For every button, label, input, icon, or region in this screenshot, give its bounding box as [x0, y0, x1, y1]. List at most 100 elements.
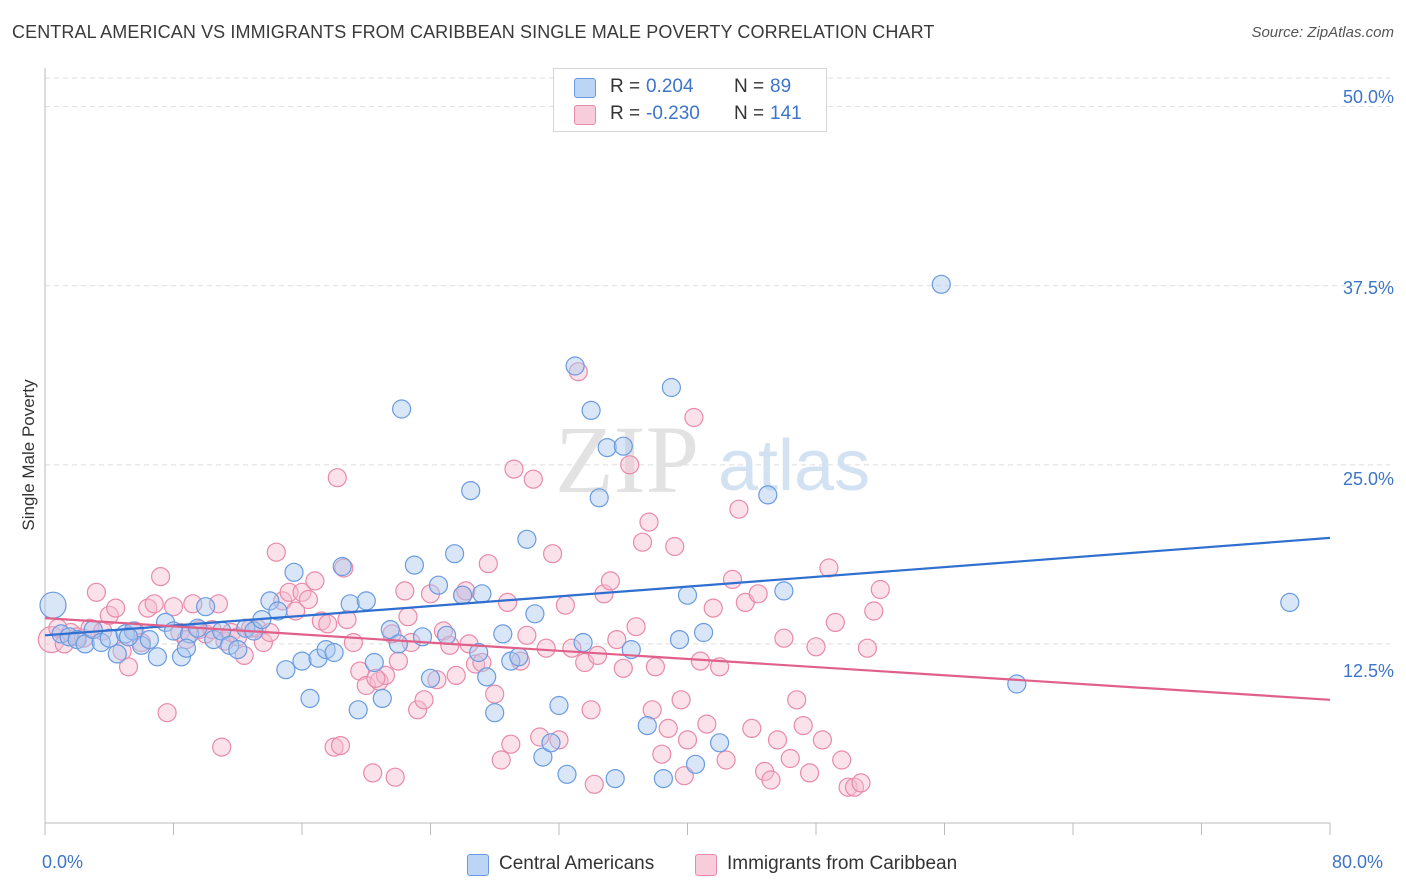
caribbean-point	[86, 582, 107, 602]
central-american-point	[669, 629, 690, 650]
caribbean-point	[587, 645, 608, 666]
central-american-point	[292, 651, 312, 671]
caribbean-point	[266, 542, 286, 562]
caribbean-point	[324, 737, 344, 757]
legend-r-label: R =	[610, 103, 641, 124]
caribbean-point	[337, 609, 357, 630]
caribbean-point	[388, 651, 408, 671]
central-american-point	[1280, 592, 1300, 613]
legend-n-label: N =	[734, 103, 765, 124]
central-american-point	[118, 627, 139, 647]
legend-n-value: 89	[770, 76, 792, 97]
legend-n-label: N =	[734, 76, 765, 97]
central-american-point	[388, 634, 408, 654]
caribbean-point	[674, 766, 694, 786]
caribbean-point	[106, 598, 126, 618]
central-american-point	[428, 575, 449, 595]
caribbean-point	[806, 637, 826, 657]
watermark-zip: ZIP	[555, 406, 699, 513]
legend-swatch-blue	[574, 78, 596, 98]
central-american-point	[147, 647, 167, 667]
caribbean-point	[465, 654, 486, 674]
caribbean-point	[645, 657, 666, 677]
caribbean-point	[607, 629, 627, 650]
central-american-point	[661, 377, 682, 398]
caribbean-point	[761, 770, 781, 790]
central-american-point	[472, 584, 492, 604]
caribbean-point	[677, 730, 698, 750]
central-american-point	[605, 768, 625, 789]
caribbean-point	[446, 665, 466, 686]
caribbean-point	[395, 581, 415, 601]
caribbean-point	[851, 773, 871, 793]
grid-lines	[45, 77, 1390, 645]
caribbean-point	[870, 579, 890, 600]
caribbean-point	[787, 690, 807, 710]
central-american-point	[573, 632, 593, 653]
central-american-point	[380, 619, 400, 640]
central-american-point	[276, 660, 296, 680]
caribbean-point	[118, 657, 139, 677]
caribbean-point	[99, 605, 119, 625]
central-american-point	[557, 764, 577, 784]
caribbean-point	[748, 584, 768, 604]
caribbean-point	[626, 617, 646, 637]
caribbean-point	[408, 700, 428, 720]
caribbean-point	[305, 571, 325, 591]
legend-r-value: -0.230	[646, 103, 700, 124]
central-american-point	[1007, 674, 1027, 694]
central-american-point	[525, 604, 545, 624]
legend-label: Central Americans	[499, 853, 655, 874]
central-american-point	[300, 688, 320, 709]
central-american-point	[477, 667, 497, 687]
legend-swatch-pink	[695, 854, 717, 876]
caribbean-point	[343, 632, 363, 653]
caribbean-point	[742, 718, 762, 739]
caribbean-point	[642, 700, 662, 720]
central-american-point	[541, 733, 561, 753]
legend-label: Immigrants from Caribbean	[727, 853, 958, 874]
caribbean-point	[665, 536, 685, 557]
caribbean-point	[780, 748, 800, 769]
central-american-point	[533, 747, 553, 767]
caribbean-point	[793, 715, 813, 736]
central-american-point	[637, 715, 657, 736]
caribbean-point	[385, 767, 405, 787]
central-american-point	[613, 436, 633, 456]
caribbean-point	[504, 459, 524, 479]
legend-r-label: R =	[610, 76, 641, 97]
central-american-point	[517, 529, 537, 549]
central-american-points	[39, 274, 1300, 789]
x-tick-label-min: 0.0%	[42, 852, 84, 872]
caribbean-point	[542, 544, 563, 564]
central-american-point	[356, 591, 376, 611]
caribbean-point	[716, 750, 736, 770]
caribbean-point	[703, 598, 723, 618]
central-american-point	[372, 688, 392, 709]
central-american-point	[774, 581, 794, 601]
caribbean-point	[363, 763, 383, 783]
central-american-point	[196, 597, 216, 617]
central-american-point	[260, 591, 280, 611]
y-tick-label-12-5: 12.5%	[1342, 661, 1394, 681]
central-american-trend-line	[44, 536, 1331, 637]
caribbean-point	[212, 737, 232, 757]
central-american-point	[404, 555, 424, 575]
caribbean-point	[857, 638, 878, 658]
central-american-point	[453, 585, 473, 605]
caribbean-point	[600, 571, 621, 591]
caribbean-point	[536, 638, 556, 658]
central-american-point	[931, 274, 951, 294]
legend-swatch-pink	[574, 105, 596, 125]
caribbean-point	[523, 469, 543, 489]
watermark-atlas: atlas	[718, 426, 870, 506]
central-american-point	[228, 639, 248, 660]
central-american-point	[392, 399, 412, 419]
caribbean-point	[825, 612, 845, 633]
caribbean-point	[292, 582, 312, 602]
caribbean-trend-line	[44, 617, 1331, 701]
legend-n-value: 141	[770, 103, 802, 124]
caribbean-point	[327, 468, 347, 488]
y-tick-label-37-5: 37.5%	[1342, 278, 1394, 298]
central-american-point	[589, 488, 609, 508]
